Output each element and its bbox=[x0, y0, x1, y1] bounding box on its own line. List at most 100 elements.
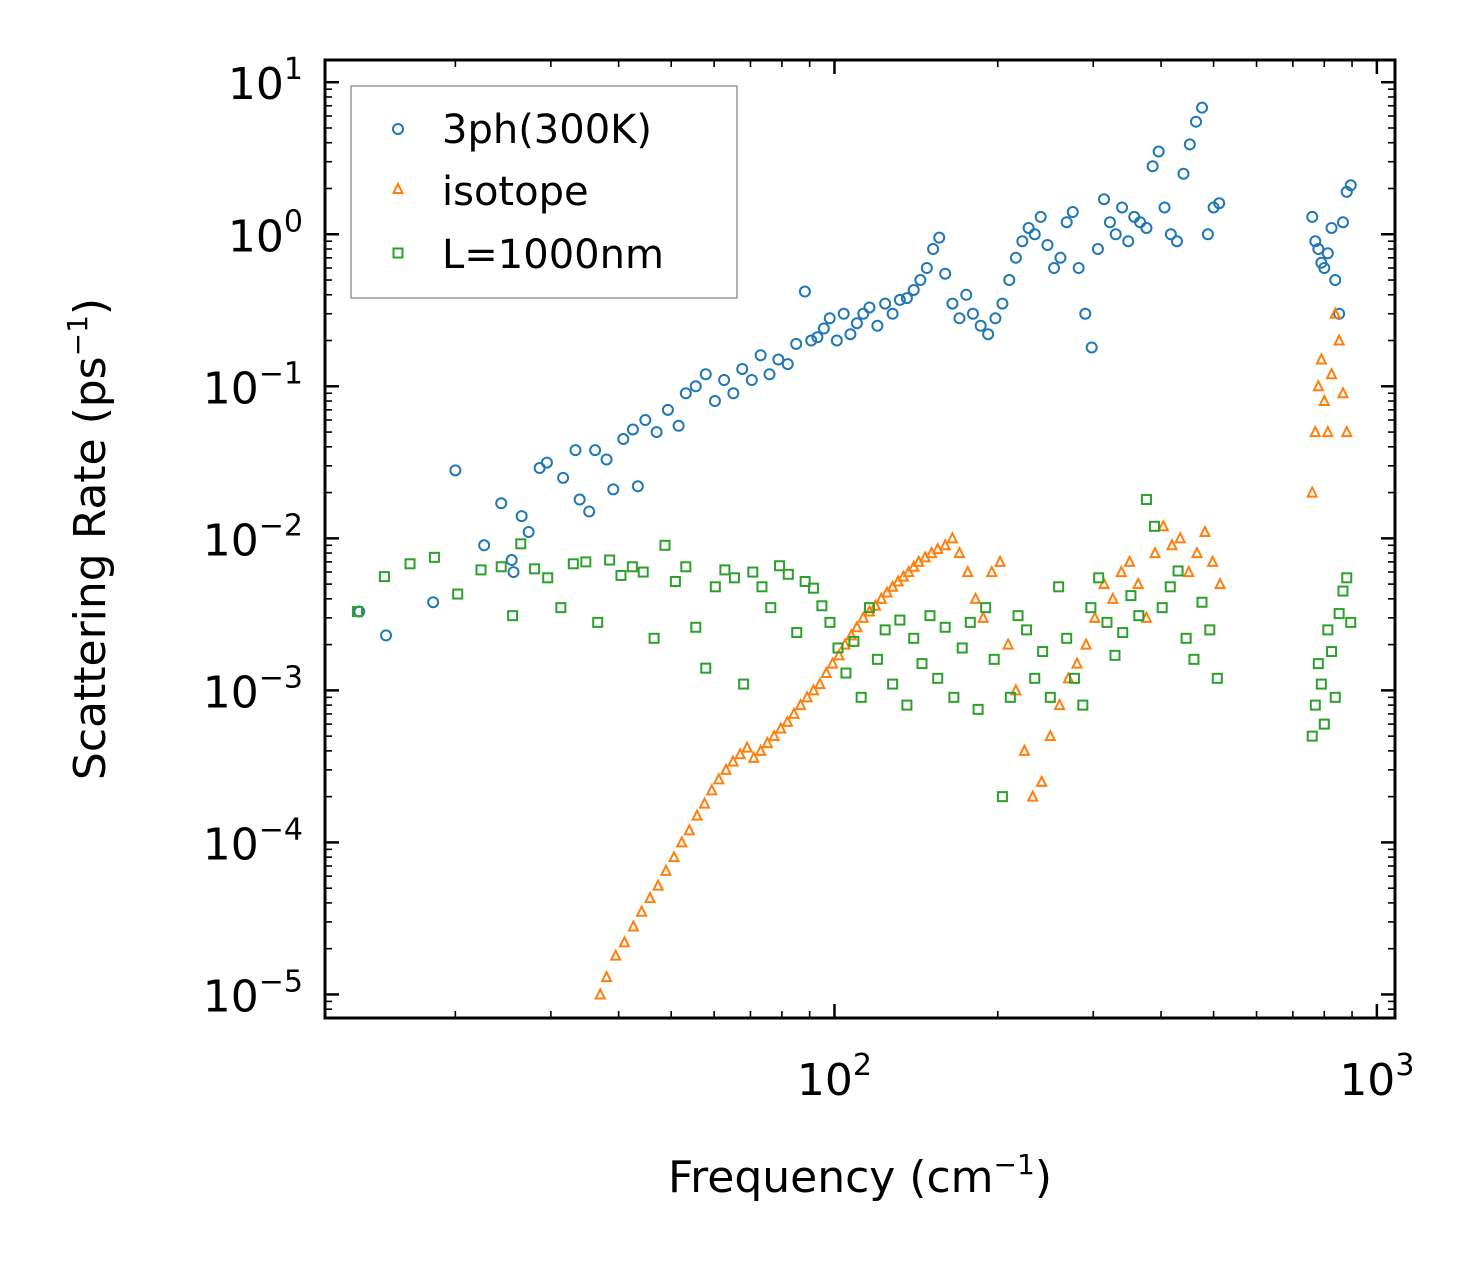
data-point bbox=[964, 616, 976, 628]
data-point bbox=[1053, 697, 1066, 711]
data-point bbox=[607, 483, 620, 496]
y-tick-label: 10−4 bbox=[203, 812, 303, 870]
data-point bbox=[782, 568, 794, 580]
data-point bbox=[924, 610, 936, 622]
data-point bbox=[1093, 572, 1105, 584]
x-tick-label: 103 bbox=[1339, 1048, 1414, 1106]
data-point bbox=[985, 564, 998, 578]
data-point bbox=[675, 835, 688, 848]
data-point bbox=[1333, 608, 1345, 620]
data-point bbox=[1140, 494, 1152, 506]
data-point bbox=[774, 560, 786, 572]
data-point bbox=[1068, 672, 1080, 684]
data-point bbox=[1044, 691, 1056, 703]
y-tick-label: 10−1 bbox=[203, 356, 303, 414]
data-point bbox=[726, 754, 740, 767]
data-point bbox=[1321, 247, 1334, 260]
data-point bbox=[1164, 228, 1177, 241]
data-point bbox=[1318, 393, 1331, 407]
data-point bbox=[969, 591, 982, 604]
data-point bbox=[1146, 160, 1159, 173]
data-point bbox=[1035, 774, 1048, 787]
data-point bbox=[781, 358, 794, 371]
data-point bbox=[1322, 624, 1334, 636]
data-point bbox=[1123, 554, 1136, 567]
data-point bbox=[478, 539, 491, 552]
data-point bbox=[761, 735, 774, 749]
data-point bbox=[449, 464, 462, 477]
data-point bbox=[798, 285, 811, 298]
y-axis-label: Scattering Rate (ps−1) bbox=[61, 298, 116, 780]
data-point bbox=[1085, 341, 1098, 354]
data-point bbox=[1115, 564, 1128, 578]
data-point bbox=[807, 683, 820, 696]
data-point bbox=[824, 616, 836, 628]
data-point bbox=[540, 456, 553, 469]
data-point bbox=[1116, 201, 1129, 214]
data-point bbox=[626, 423, 639, 436]
data-point bbox=[961, 564, 974, 578]
data-point bbox=[1098, 193, 1111, 206]
data-point bbox=[820, 665, 833, 679]
data-point bbox=[901, 699, 913, 711]
data-point bbox=[1106, 591, 1119, 604]
data-point bbox=[626, 561, 638, 573]
data-point bbox=[1337, 585, 1349, 597]
data-point bbox=[754, 743, 767, 756]
data-point bbox=[791, 627, 803, 639]
data-point bbox=[880, 585, 894, 598]
data-point bbox=[939, 538, 952, 551]
data-point bbox=[1048, 261, 1061, 274]
data-point bbox=[740, 740, 754, 753]
data-point bbox=[719, 564, 731, 576]
data-point bbox=[1201, 228, 1214, 241]
data-point bbox=[495, 497, 508, 510]
data-point bbox=[680, 561, 692, 573]
data-point bbox=[1034, 210, 1047, 223]
data-point bbox=[529, 563, 541, 575]
data-point bbox=[1125, 590, 1137, 602]
data-point bbox=[542, 572, 554, 584]
data-point bbox=[932, 672, 944, 684]
data-point bbox=[1109, 649, 1121, 661]
data-point bbox=[845, 628, 858, 641]
data-point bbox=[589, 444, 602, 457]
data-point bbox=[650, 426, 663, 439]
data-point bbox=[850, 317, 863, 330]
data-point bbox=[727, 387, 740, 400]
data-point bbox=[659, 863, 673, 876]
y-tick-labels: 101 100 10−1 10−2 10−3 10−4 10−5 bbox=[203, 52, 303, 1022]
data-point bbox=[832, 648, 846, 661]
data-point bbox=[452, 588, 464, 600]
data-point bbox=[592, 616, 604, 628]
data-point bbox=[1002, 637, 1015, 650]
data-point bbox=[886, 307, 899, 320]
data-point bbox=[747, 750, 760, 763]
data-point bbox=[1004, 691, 1016, 703]
data-point bbox=[1091, 242, 1104, 255]
data-point bbox=[659, 539, 671, 551]
data-point bbox=[953, 545, 966, 559]
data-point bbox=[871, 319, 884, 332]
legend-marker-isotope bbox=[391, 181, 405, 194]
data-point bbox=[972, 703, 984, 715]
data-point bbox=[745, 374, 758, 387]
data-point bbox=[627, 919, 640, 932]
data-point bbox=[772, 353, 785, 366]
data-point bbox=[507, 566, 520, 579]
data-point bbox=[1133, 610, 1145, 622]
data-point bbox=[427, 596, 440, 609]
data-point bbox=[672, 419, 685, 432]
data-point bbox=[1097, 576, 1111, 590]
data-point bbox=[982, 328, 995, 341]
data-point bbox=[475, 564, 487, 576]
data-point bbox=[705, 783, 718, 796]
data-point bbox=[1079, 307, 1092, 320]
data-point bbox=[669, 576, 681, 588]
data-point bbox=[855, 691, 867, 703]
data-point bbox=[879, 297, 892, 310]
data-point bbox=[1172, 565, 1184, 577]
data-point bbox=[840, 667, 852, 679]
legend-box bbox=[350, 85, 738, 299]
data-point bbox=[515, 510, 528, 523]
